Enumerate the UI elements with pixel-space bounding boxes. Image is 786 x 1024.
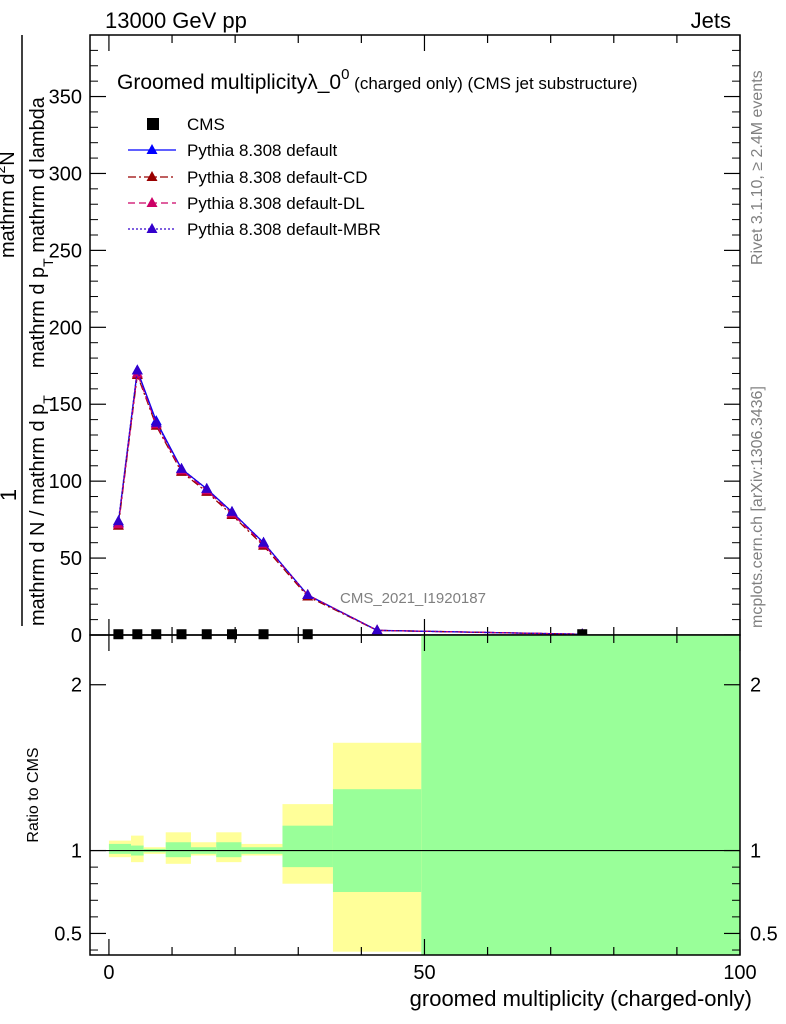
series-point — [258, 536, 270, 547]
y-label-denominator: mathrm d N / mathrm d pT — [27, 395, 56, 626]
rivet-label: Rivet 3.1.10, ≥ 2.4M events — [749, 70, 766, 265]
legend-marker — [146, 171, 158, 181]
series-point — [176, 462, 188, 473]
y-tick-label: 250 — [49, 240, 82, 262]
cms-data-point — [151, 629, 162, 640]
y-tick-label: 50 — [60, 548, 82, 570]
legend-label: Pythia 8.308 default — [187, 141, 338, 160]
x-tick-label: 100 — [723, 962, 756, 984]
mcplots-label: mcplots.cern.ch [arXiv:1306.3436] — [749, 386, 766, 628]
plot-title: Groomed multiplicityλ_00 (charged only) … — [117, 66, 638, 94]
y-tick-label: 200 — [49, 317, 82, 339]
cms-data-point — [176, 629, 187, 640]
y-label-numerator: mathrm d2N — [0, 151, 19, 258]
legend-label: Pythia 8.308 default-MBR — [187, 220, 381, 239]
y-tick-label: 350 — [49, 87, 82, 109]
ratio-y-tick-label-right: 1 — [750, 841, 761, 863]
series-point — [371, 624, 383, 635]
y-tick-label: 100 — [49, 471, 82, 493]
legend-marker — [146, 144, 158, 154]
series-point — [150, 416, 162, 427]
ratio-band-green — [282, 825, 333, 868]
header-left: 13000 GeV pp — [105, 8, 247, 33]
cms-data-point — [258, 629, 269, 640]
ratio-band-green — [332, 789, 422, 892]
header-right: Jets — [691, 8, 731, 33]
main-plot-axes: 0 50 100 150 200 250 300 350 — [49, 35, 741, 647]
series-point — [112, 515, 124, 526]
y-axis-label: 1 mathrm d N / mathrm d pT mathrm d2N ma… — [0, 35, 56, 626]
ratio-band-green — [216, 842, 242, 858]
series-point — [302, 589, 314, 599]
y-tick-label: 300 — [49, 163, 82, 185]
cms-data-point — [201, 629, 212, 640]
legend-label: Pythia 8.308 default-DL — [187, 194, 365, 213]
cms-data-point — [113, 629, 124, 640]
cms-data-point — [226, 629, 237, 640]
ratio-y-tick-label: 2 — [71, 675, 82, 697]
ratio-y-tick-label: 0.5 — [54, 923, 82, 945]
y-tick-label: 150 — [49, 394, 82, 416]
series-point — [131, 364, 143, 375]
series-line — [117, 373, 583, 635]
x-tick-label: 50 — [413, 962, 435, 984]
x-axis-label: groomed multiplicity (charged-only) — [410, 986, 752, 1011]
ratio-band-green — [421, 635, 740, 955]
legend-marker-cms — [147, 118, 159, 130]
main-plot-marks — [112, 364, 588, 640]
ratio-plot-frame — [89, 634, 741, 956]
y-label-one: 1 — [0, 489, 21, 501]
ratio-bands — [108, 635, 740, 955]
y-label-numerator-denominator: mathrm d pT mathrm d lambda — [27, 96, 56, 368]
series-point — [226, 505, 238, 516]
ratio-y-tick-label: 1 — [71, 841, 82, 863]
legend-marker — [146, 223, 158, 233]
y-tick-label: 0 — [71, 625, 82, 647]
ratio-plot-axes: 0.5 0.5 1 1 2 2 0 50 100 — [54, 635, 778, 984]
legend: CMS Pythia 8.308 default Pythia 8.308 defa… — [128, 115, 381, 239]
cms-data-point — [577, 629, 588, 640]
ratio-y-label: Ratio to CMS — [25, 747, 42, 842]
ratio-y-tick-label-right: 2 — [750, 675, 761, 697]
series-line — [117, 370, 583, 635]
watermark: CMS_2021_I1920187 — [340, 590, 486, 607]
legend-marker — [146, 197, 158, 207]
legend-label: CMS — [187, 115, 225, 134]
series-point — [201, 482, 213, 493]
legend-label: Pythia 8.308 default-CD — [187, 168, 368, 187]
ratio-band-green — [165, 842, 191, 858]
cms-data-point — [302, 629, 313, 640]
ratio-band-green — [108, 843, 132, 854]
cms-data-point — [132, 629, 143, 640]
x-tick-label: 0 — [103, 962, 114, 984]
ratio-y-tick-label-right: 0.5 — [750, 923, 778, 945]
